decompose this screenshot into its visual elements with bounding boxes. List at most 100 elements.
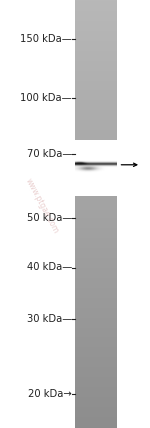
Bar xyxy=(75,378,117,380)
Bar xyxy=(75,334,117,336)
Bar xyxy=(75,29,117,30)
Bar xyxy=(75,405,117,407)
Bar xyxy=(75,301,117,303)
Text: 20 kDa→: 20 kDa→ xyxy=(28,389,72,399)
Bar xyxy=(75,260,117,262)
Bar xyxy=(75,151,117,153)
Bar xyxy=(75,389,117,391)
Bar xyxy=(75,321,117,323)
Bar xyxy=(75,180,117,181)
Bar xyxy=(75,320,117,321)
Bar xyxy=(75,270,117,271)
Bar xyxy=(75,61,117,63)
Bar xyxy=(75,391,117,393)
Bar xyxy=(75,412,117,414)
Bar xyxy=(75,90,117,92)
Bar xyxy=(75,188,117,190)
Bar xyxy=(75,168,117,170)
Bar xyxy=(75,253,117,254)
Bar xyxy=(75,108,117,110)
Bar xyxy=(75,100,117,102)
Bar xyxy=(75,86,117,87)
Bar xyxy=(75,295,117,297)
Bar xyxy=(75,241,117,243)
Bar xyxy=(75,223,117,224)
Bar xyxy=(75,342,117,344)
Bar xyxy=(75,380,117,381)
Bar xyxy=(75,3,117,5)
Bar xyxy=(75,166,117,167)
Bar xyxy=(75,74,117,76)
Bar xyxy=(75,341,117,343)
Bar xyxy=(75,184,117,186)
Bar xyxy=(75,20,117,22)
Bar xyxy=(75,121,117,123)
Bar xyxy=(75,136,117,137)
Bar xyxy=(75,425,117,427)
Bar xyxy=(75,226,117,227)
Bar xyxy=(75,6,117,8)
Bar xyxy=(75,191,117,193)
Bar xyxy=(75,137,117,139)
Bar xyxy=(75,318,117,320)
Bar xyxy=(75,185,117,187)
Bar xyxy=(75,16,117,18)
Bar xyxy=(75,381,117,383)
Bar xyxy=(75,322,117,324)
Bar xyxy=(75,311,117,313)
Bar xyxy=(75,338,117,340)
Bar xyxy=(75,141,117,143)
Bar xyxy=(75,147,117,149)
Bar xyxy=(75,384,117,386)
Bar xyxy=(75,213,117,214)
Bar xyxy=(75,18,117,21)
Bar xyxy=(75,407,117,408)
Bar xyxy=(75,164,117,166)
Bar xyxy=(75,133,117,134)
Bar xyxy=(75,297,117,299)
Bar xyxy=(75,265,117,267)
Bar xyxy=(75,398,117,400)
Bar xyxy=(75,416,117,419)
Bar xyxy=(75,243,117,244)
Bar xyxy=(75,235,117,237)
Bar xyxy=(75,63,117,65)
Bar xyxy=(75,361,117,363)
Bar xyxy=(75,91,117,93)
Bar xyxy=(75,130,117,132)
Bar xyxy=(75,10,117,12)
Bar xyxy=(75,193,117,194)
Bar xyxy=(75,87,117,89)
Bar xyxy=(75,248,117,250)
Bar xyxy=(75,402,117,404)
Bar xyxy=(75,382,117,384)
Bar xyxy=(75,215,117,217)
Bar xyxy=(75,345,117,347)
Bar xyxy=(75,399,117,401)
Bar xyxy=(75,228,117,230)
Bar xyxy=(75,415,117,417)
Bar xyxy=(75,284,117,286)
Bar xyxy=(75,103,117,104)
Bar xyxy=(75,196,117,197)
Bar xyxy=(75,97,117,99)
Bar xyxy=(75,111,117,113)
Bar xyxy=(75,30,117,32)
Bar xyxy=(75,305,117,307)
Bar xyxy=(75,339,117,342)
Bar xyxy=(75,404,117,406)
Bar xyxy=(75,0,117,2)
Bar xyxy=(75,83,117,85)
Bar xyxy=(75,291,117,293)
Bar xyxy=(75,23,117,25)
Bar xyxy=(75,254,117,256)
Bar xyxy=(75,264,117,266)
Bar xyxy=(75,367,117,369)
Bar xyxy=(75,386,117,389)
Bar xyxy=(75,364,117,366)
Bar xyxy=(75,262,117,265)
Bar xyxy=(75,227,117,229)
Bar xyxy=(75,78,117,80)
Bar xyxy=(75,232,117,235)
Bar xyxy=(75,89,117,90)
